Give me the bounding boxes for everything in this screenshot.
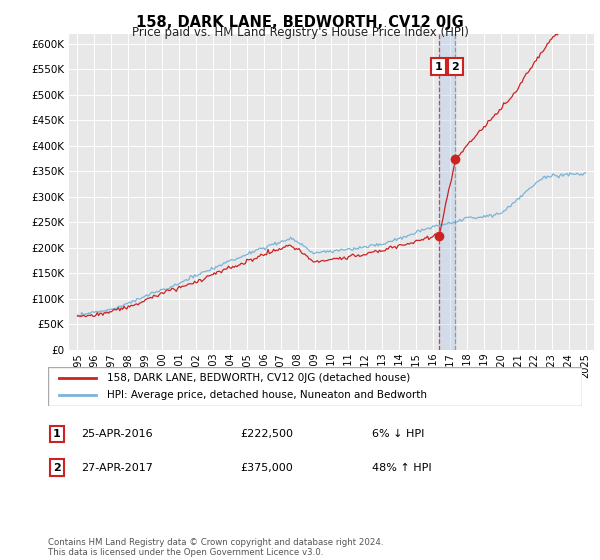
- Text: HPI: Average price, detached house, Nuneaton and Bedworth: HPI: Average price, detached house, Nune…: [107, 390, 427, 400]
- Text: 48% ↑ HPI: 48% ↑ HPI: [372, 463, 431, 473]
- Text: Contains HM Land Registry data © Crown copyright and database right 2024.
This d: Contains HM Land Registry data © Crown c…: [48, 538, 383, 557]
- Text: 2: 2: [53, 463, 61, 473]
- Text: Price paid vs. HM Land Registry's House Price Index (HPI): Price paid vs. HM Land Registry's House …: [131, 26, 469, 39]
- Text: 158, DARK LANE, BEDWORTH, CV12 0JG: 158, DARK LANE, BEDWORTH, CV12 0JG: [136, 15, 464, 30]
- Bar: [439, 34, 455, 350]
- Text: 1: 1: [434, 62, 442, 72]
- Text: £375,000: £375,000: [240, 463, 293, 473]
- Text: £222,500: £222,500: [240, 429, 293, 439]
- Text: 1: 1: [53, 429, 61, 439]
- Text: 158, DARK LANE, BEDWORTH, CV12 0JG (detached house): 158, DARK LANE, BEDWORTH, CV12 0JG (deta…: [107, 373, 410, 383]
- Text: 6% ↓ HPI: 6% ↓ HPI: [372, 429, 424, 439]
- Text: 2: 2: [452, 62, 460, 72]
- Text: 25-APR-2016: 25-APR-2016: [81, 429, 152, 439]
- Text: 27-APR-2017: 27-APR-2017: [81, 463, 153, 473]
